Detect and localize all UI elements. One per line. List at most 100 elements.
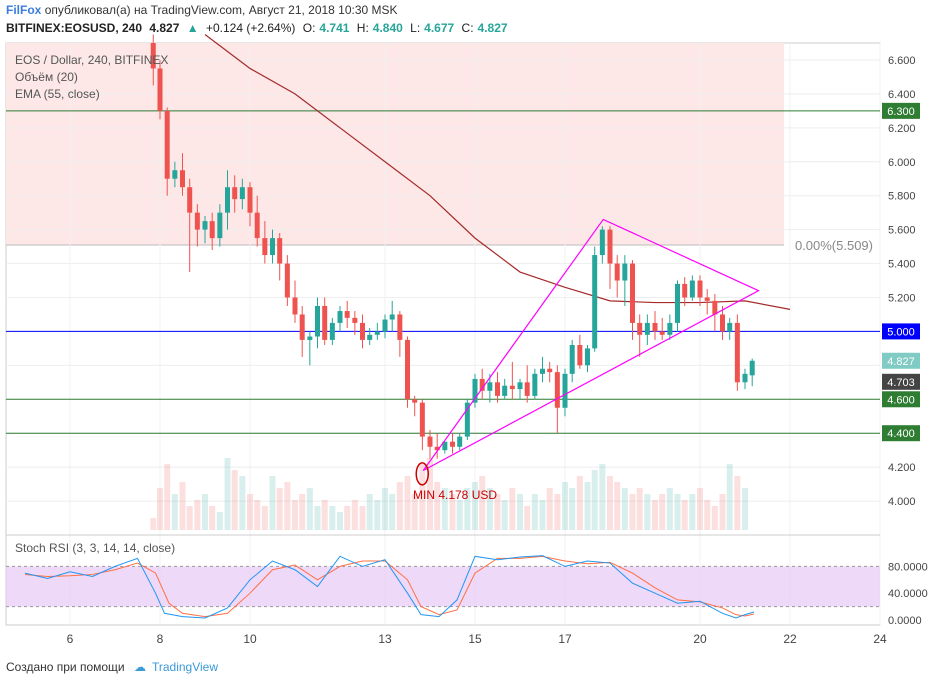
volume-bar: [576, 476, 583, 530]
time-tick-label: 15: [468, 632, 482, 646]
candle-body: [720, 314, 725, 332]
price-tag-label: 4.703: [887, 377, 915, 389]
candle: [599, 226, 605, 264]
candle: [434, 433, 440, 459]
candle: [187, 178, 193, 273]
candle: [150, 34, 156, 86]
volume-bar: [261, 506, 268, 530]
volume-bar: [269, 476, 276, 530]
volume-bar: [501, 500, 508, 530]
candle-body: [630, 263, 635, 323]
candle: [284, 255, 290, 306]
candle-body: [150, 43, 156, 69]
tradingview-logo-icon[interactable]: ☁: [133, 660, 146, 674]
candle-body: [644, 322, 650, 335]
candle: [382, 314, 388, 339]
price-tick-label: 6.200: [888, 123, 916, 135]
volume-bar: [486, 488, 493, 530]
volume-bar: [607, 476, 613, 530]
candle-body: [247, 187, 253, 213]
candle: [562, 368, 568, 417]
candle: [389, 300, 395, 332]
stoch-d-line: [24, 555, 755, 618]
volume-bar: [719, 494, 726, 530]
candle: [405, 336, 410, 408]
candle-body: [524, 382, 530, 396]
candle-body: [172, 170, 178, 179]
candle-body: [540, 368, 545, 374]
level-tag: [882, 391, 920, 408]
main-legend-title: EOS / Dollar, 240, BITFINEX: [15, 53, 169, 67]
volume-bar: [636, 488, 643, 530]
candle-body: [547, 368, 553, 373]
volume-bar: [524, 506, 531, 530]
stoch-k-line: [24, 555, 755, 619]
candle: [360, 314, 365, 349]
fib-zone-label: 0.00%(5.509): [795, 238, 873, 253]
volume-bar: [314, 506, 321, 530]
level-tag-label: 6.300: [887, 106, 915, 118]
candle-body: [464, 402, 470, 437]
candle-body: [599, 229, 605, 256]
candle: [419, 399, 425, 451]
candle-body: [614, 263, 620, 281]
candle-body: [307, 336, 313, 340]
candle-body: [397, 314, 403, 340]
candle-body: [450, 441, 455, 447]
candle: [329, 317, 335, 345]
candle-body: [607, 229, 613, 264]
volume-bar: [239, 476, 246, 530]
candle-body: [412, 399, 418, 403]
price-tick-label: 4.200: [888, 462, 916, 474]
volume-bar: [321, 500, 328, 530]
volume-bar: [591, 470, 598, 530]
candle-body: [209, 221, 215, 239]
candle-body: [202, 221, 208, 230]
candle-body: [232, 187, 238, 200]
price-tick-label: 5.800: [888, 191, 916, 203]
candle-body: [667, 322, 673, 335]
candle: [209, 212, 215, 250]
candle: [607, 226, 613, 289]
candle: [307, 331, 313, 366]
volume-bar: [337, 512, 343, 530]
candle: [427, 429, 433, 459]
candle: [532, 368, 538, 400]
level-tag: [882, 102, 920, 119]
level-tag: [882, 425, 920, 442]
candle: [172, 161, 178, 188]
volume-legend: Объём (20): [15, 70, 78, 84]
candle: [652, 311, 658, 340]
volume-bar: [329, 506, 336, 530]
candle: [540, 356, 545, 383]
volume-bar: [494, 494, 501, 530]
volume-bar: [292, 500, 298, 530]
candle: [299, 305, 305, 357]
volume-bar: [209, 506, 216, 530]
publish-line: FilFox опубликовал(а) на TradingView.com…: [6, 3, 398, 17]
price-tick-label: 6.000: [888, 157, 916, 169]
volume-bar: [186, 506, 193, 530]
candle-body: [315, 305, 320, 337]
candle: [614, 255, 620, 298]
candle: [412, 395, 418, 417]
candle-body: [592, 255, 598, 349]
time-tick-label: 13: [378, 632, 392, 646]
min-annotation-text: MIN 4.178 USD: [413, 488, 497, 502]
time-tick-label: 20: [693, 632, 707, 646]
candle-body: [637, 322, 643, 335]
author-name[interactable]: FilFox: [6, 3, 42, 17]
candle-body: [569, 344, 575, 374]
volume-bar: [449, 494, 456, 530]
candle-body: [277, 238, 283, 264]
created-with-text: Создано при помощи: [6, 660, 125, 674]
candle: [457, 433, 463, 451]
candle: [697, 275, 703, 306]
volume-bar: [456, 500, 463, 530]
price-tick-label: 4.000: [888, 496, 916, 508]
candle-body: [622, 263, 628, 281]
last-price: 4.827: [149, 21, 180, 35]
tradingview-link[interactable]: TradingView: [151, 660, 219, 674]
candle: [734, 314, 740, 391]
